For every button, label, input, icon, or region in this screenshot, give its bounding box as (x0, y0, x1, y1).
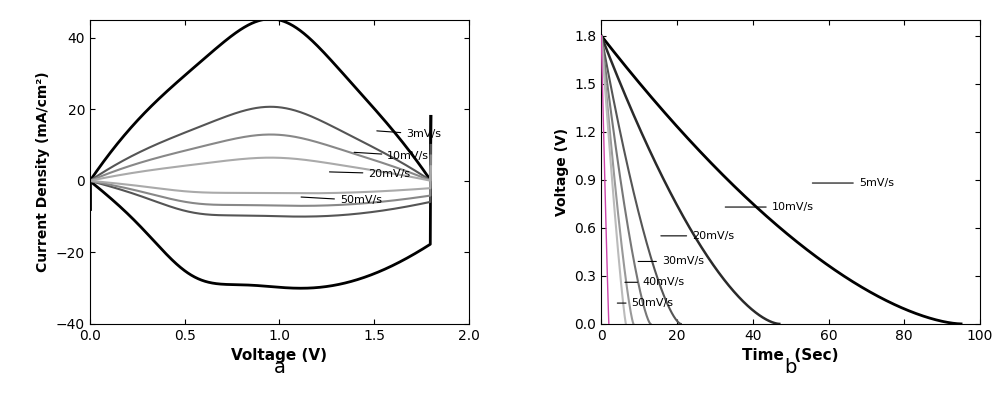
Text: 40mV/s: 40mV/s (625, 277, 685, 287)
X-axis label: Voltage (V): Voltage (V) (231, 348, 327, 363)
Text: 30mV/s: 30mV/s (638, 256, 704, 267)
Text: 10mV/s: 10mV/s (354, 151, 429, 161)
Text: 50mV/s: 50mV/s (301, 196, 382, 205)
Text: 10mV/s: 10mV/s (725, 202, 814, 212)
Text: 20mV/s: 20mV/s (329, 169, 410, 179)
Text: b: b (784, 357, 797, 376)
Text: 3mV/s: 3mV/s (377, 129, 441, 139)
Y-axis label: Current Density (mA/cm²): Current Density (mA/cm²) (36, 71, 50, 272)
Text: a: a (273, 357, 285, 376)
Y-axis label: Voltage (V): Voltage (V) (555, 128, 569, 216)
Text: 5mV/s: 5mV/s (812, 178, 894, 188)
Text: 50mV/s: 50mV/s (617, 298, 674, 308)
Text: 20mV/s: 20mV/s (661, 231, 734, 241)
X-axis label: Time  (Sec): Time (Sec) (742, 348, 839, 363)
